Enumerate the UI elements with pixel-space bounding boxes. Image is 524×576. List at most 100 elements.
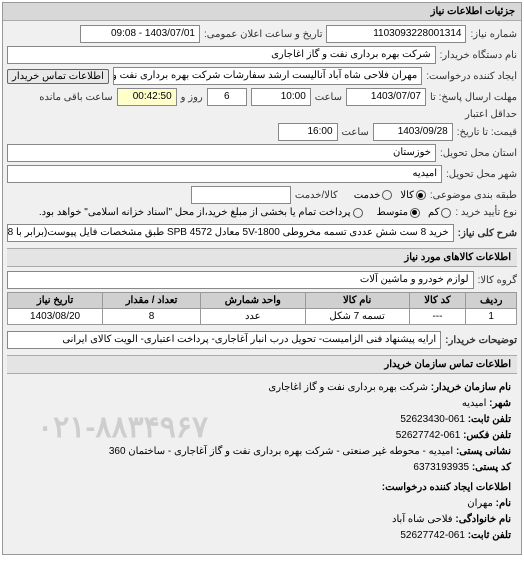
cell-name: تسمه 7 شکل [305,309,409,325]
phone2-value: 061-52627742 [400,530,465,541]
req-no-value: 1103093228001314 [326,25,466,43]
main-title-value: خرید 8 ست شش عددی تسمه مخروطی 5V-1800 مع… [7,224,454,242]
org-value: شرکت بهره برداری نفت و گاز اغاجاری [268,382,428,393]
label-buyer: نام دستگاه خریدار: [440,50,517,61]
fax-value: 061-52627742 [396,430,461,441]
label-lname: نام خانوادگی: [455,514,511,525]
radio-dot-icon [382,190,392,200]
radio-dot-icon [353,208,363,218]
notes-value: ارایه پیشنهاد فنی الزامیست- تحویل درب ان… [7,331,441,349]
remain-days-value: 6 [207,88,247,106]
contact-line-org: نام سازمان خریدار: شرکت بهره برداری نفت … [13,380,511,396]
details-panel: جزئیات اطلاعات نیاز شماره نیاز: 11030932… [2,2,522,555]
cell-qty: 8 [103,309,201,325]
contact-line-name: نام: مهران [13,496,511,512]
row-main-title: شرح کلی نیاز: خرید 8 ست شش عددی تسمه مخر… [7,224,517,242]
radio-low-label: کم [428,207,439,218]
radio-dot-icon [410,208,420,218]
table-header-row: ردیف کد کالا نام کالا واحد شمارش تعداد /… [8,293,517,309]
buyer-value: شرکت بهره برداری نفت و گاز اغاجاری [7,46,436,64]
label-price-until: قیمت: تا تاریخ: [457,127,517,138]
table-row: 1 --- تسمه 7 شکل عدد 8 1403/08/20 [8,309,517,325]
row-purchase-type: نوع تأیید خرید : کم متوسط پرداخت تمام یا… [7,207,517,218]
label-group: گروه کالا: [478,275,517,286]
radio-med-label: متوسط [377,207,408,218]
row-buyer: نام دستگاه خریدار: شرکت بهره برداری نفت … [7,46,517,64]
row-state: استان محل تحویل: خوزستان [7,144,517,162]
contact-line-fax: تلفن فکس: 061-52627742 [13,428,511,444]
lname-value: فلاحی شاه آباد [392,514,453,525]
radio-pay[interactable]: پرداخت تمام یا بخشی از مبلغ خرید،از محل … [39,207,363,218]
price-until-date-value: 1403/09/28 [373,123,453,141]
label-days: روز و [181,92,203,103]
label-item-cred: کالا/خدمت [295,190,338,201]
row-creator: ایجاد کننده درخواست: مهران فلاحی شاه آبا… [7,67,517,85]
radio-low[interactable]: کم [428,207,451,218]
label-deadline: مهلت ارسال پاسخ: تا [430,92,517,103]
label-purchase-type: نوع تأیید خرید : [455,207,517,218]
label-notes: توضیحات خریدار: [445,335,517,346]
contact-line-phone2: تلفن ثابت: 061-52627742 [13,528,511,544]
label-org: نام سازمان خریدار: [431,382,511,393]
label-fax: تلفن فکس: [463,430,511,441]
cell-date: 1403/08/20 [8,309,103,325]
label-postal: کد پستی: [472,462,511,473]
contact-line-lname: نام خانوادگی: فلاحی شاه آباد [13,512,511,528]
contact-line-addr: نشانی پستی: امیدیه - محوطه غیر صنعتی - ش… [13,444,511,460]
label-time1: ساعت [315,92,342,103]
goods-table: ردیف کد کالا نام کالا واحد شمارش تعداد /… [7,292,517,325]
row-group: گروه کالا: لوازم خودرو و ماشین آلات [7,271,517,289]
group-value: لوازم خودرو و ماشین آلات [7,271,474,289]
label-main-title: شرح کلی نیاز: [458,228,517,239]
th-date: تاریخ نیاز [8,293,103,309]
name-value: مهران [467,498,493,509]
radio-service[interactable]: خدمت [354,190,393,201]
label-req-no: شماره نیاز: [470,29,517,40]
buyer-contact-button[interactable]: اطلاعات تماس خریدار [7,69,109,84]
row-deadline: مهلت ارسال پاسخ: تا 1403/07/07 ساعت 10:0… [7,88,517,106]
row-price-until: قیمت: تا تاریخ: 1403/09/28 ساعت 16:00 [7,123,517,141]
label-addr: نشانی پستی: [456,446,511,457]
contact-section2: اطلاعات ایجاد کننده درخواست: [13,480,511,496]
phone-value: 061-52623430 [400,414,465,425]
th-unit: واحد شمارش [200,293,305,309]
ann-date-value: 1403/07/01 - 09:08 [80,25,200,43]
radio-med[interactable]: متوسط [377,207,420,218]
cell-code: --- [409,309,466,325]
label-remain: ساعت باقی مانده [39,92,112,103]
panel-title: جزئیات اطلاعات نیاز [3,3,521,21]
row-city: شهر محل تحویل: امیدیه [7,165,517,183]
contact-line-city: شهر: امیدیه [13,396,511,412]
row-notes: توضیحات خریدار: ارایه پیشنهاد فنی الزامی… [7,331,517,349]
label-name: نام: [496,498,511,509]
radio-goods-label: کالا [400,190,414,201]
state-value: خوزستان [7,144,436,162]
radio-goods[interactable]: کالا [400,190,426,201]
label-state: استان محل تحویل: [440,148,517,159]
radio-dot-icon [441,208,451,218]
label-city: شهر محل تحویل: [446,169,517,180]
addr-value: امیدیه - محوطه غیر صنعتی - شرکت بهره برد… [109,446,453,457]
creator-value: مهران فلاحی شاه آباد آنالیست ارشد سفارشا… [113,67,422,85]
row-req-no: شماره نیاز: 1103093228001314 تاریخ و ساع… [7,25,517,43]
cell-unit: عدد [200,309,305,325]
cell-row: 1 [466,309,517,325]
row-del-confirm: حداقل اعتبار [7,109,517,120]
panel-body: شماره نیاز: 1103093228001314 تاریخ و ساع… [3,21,521,554]
deadline-time-value: 10:00 [251,88,311,106]
th-qty: تعداد / مقدار [103,293,201,309]
th-row: ردیف [466,293,517,309]
label-creator: ایجاد کننده درخواست: [426,71,517,82]
radio-service-label: خدمت [354,190,381,201]
contact-section-title: اطلاعات تماس سازمان خریدار [7,355,517,374]
label-phone2: تلفن ثابت: [468,530,511,541]
item-cred-value [191,186,291,204]
label-del-confirm: حداقل اعتبار [465,109,517,120]
ccity-value: امیدیه [462,398,487,409]
radio-goods-service: کالا خدمت [354,190,426,201]
city-value: امیدیه [7,165,442,183]
postal-value: 6373193935 [413,462,469,473]
contact-line-phone: تلفن ثابت: 061-52623430 [13,412,511,428]
row-classify: طبقه بندی موضوعی: کالا خدمت کالا/خدمت [7,186,517,204]
th-name: نام کالا [305,293,409,309]
